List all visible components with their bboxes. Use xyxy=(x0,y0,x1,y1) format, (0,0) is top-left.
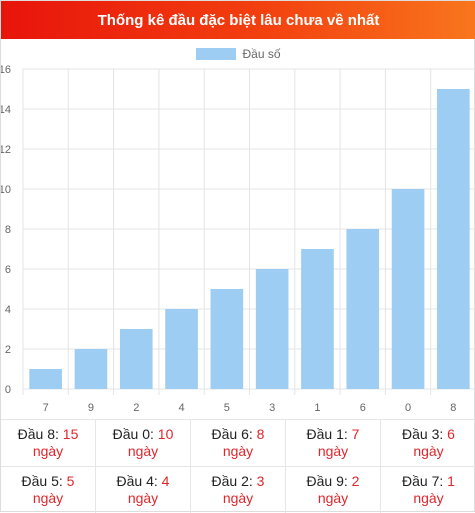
y-tick-label: 2 xyxy=(5,344,11,356)
stat-unit: ngày xyxy=(32,490,64,506)
stat-label: Đầu 1: xyxy=(306,426,348,442)
y-tick-label: 12 xyxy=(1,144,11,156)
stat-unit: ngày xyxy=(413,443,444,459)
bar xyxy=(165,309,198,389)
stat-cell: Đầu 2: 3 ngày xyxy=(191,466,286,513)
stat-label: Đầu 2: xyxy=(211,473,253,489)
stat-label: Đầu 7: xyxy=(402,473,444,489)
stat-cell: Đầu 5: 5 ngày xyxy=(1,466,96,513)
stat-value: 8 xyxy=(256,426,265,442)
x-tick-label: 1 xyxy=(314,402,320,414)
bar xyxy=(437,89,470,389)
x-tick-label: 9 xyxy=(88,402,94,414)
stat-cell: Đầu 9: 2 ngày xyxy=(286,466,381,513)
x-tick-label: 2 xyxy=(133,402,139,414)
bar xyxy=(391,189,425,389)
stat-value: 6 xyxy=(447,426,455,442)
stat-cell: Đầu 7: 1 ngày xyxy=(381,466,475,513)
bar xyxy=(74,349,108,389)
stat-label: Đầu 9: xyxy=(306,473,348,489)
bar xyxy=(210,289,244,389)
stat-label: Đầu 3: xyxy=(402,426,444,442)
bar xyxy=(119,329,153,389)
legend-label: Đầu số xyxy=(242,47,281,61)
stat-value: 1 xyxy=(447,473,455,489)
stat-unit: ngày xyxy=(317,443,349,459)
bar xyxy=(29,369,62,389)
stat-value: 3 xyxy=(256,473,265,489)
stat-unit: ngày xyxy=(413,490,444,506)
stats-grid: Đầu 8: 15 ngày Đầu 0: 10 ngày Đầu 6: 8 n… xyxy=(1,419,475,513)
x-tick-label: 0 xyxy=(405,402,411,414)
stat-cell: Đầu 1: 7 ngày xyxy=(286,419,381,466)
stat-value: 4 xyxy=(161,473,170,489)
x-tick-label: 5 xyxy=(224,402,230,414)
legend-swatch xyxy=(196,48,237,60)
stat-cell: Đầu 4: 4 ngày xyxy=(96,466,191,513)
stat-cell: Đầu 3: 6 ngày xyxy=(381,419,475,466)
stat-label: Đầu 8: xyxy=(17,426,59,442)
stat-unit: ngày xyxy=(32,443,64,459)
bar xyxy=(255,269,289,389)
y-tick-label: 8 xyxy=(5,224,11,236)
stat-unit: ngày xyxy=(127,443,159,459)
stat-unit: ngày xyxy=(222,443,254,459)
stat-unit: ngày xyxy=(127,490,159,506)
stat-value: 2 xyxy=(351,473,360,489)
bar xyxy=(301,249,334,389)
stat-cell: Đầu 6: 8 ngày xyxy=(191,419,286,466)
stat-unit: ngày xyxy=(222,490,254,506)
y-tick-label: 6 xyxy=(5,264,11,276)
x-tick-label: 4 xyxy=(178,402,184,414)
y-tick-label: 0 xyxy=(5,384,11,396)
stat-label: Đầu 4: xyxy=(116,473,158,489)
chart-legend[interactable]: Đầu số xyxy=(1,46,475,62)
stat-value: 15 xyxy=(62,426,79,442)
stat-label: Đầu 6: xyxy=(211,426,253,442)
y-tick-label: 16 xyxy=(1,64,11,76)
y-tick-label: 10 xyxy=(1,184,11,196)
stat-value: 10 xyxy=(157,426,174,442)
stat-value: 5 xyxy=(66,473,75,489)
stat-cell: Đầu 8: 15 ngày xyxy=(1,419,96,466)
y-tick-label: 4 xyxy=(5,304,11,316)
x-tick-label: 6 xyxy=(360,402,366,414)
bar xyxy=(346,229,380,389)
stat-label: Đầu 5: xyxy=(21,473,63,489)
x-tick-label: 8 xyxy=(450,402,456,414)
x-tick-label: 7 xyxy=(43,402,49,414)
x-tick-label: 3 xyxy=(269,402,275,414)
page-title: Thống kê đầu đặc biệt lâu chưa về nhất xyxy=(97,11,380,29)
stat-cell: Đầu 0: 10 ngày xyxy=(96,419,191,466)
y-tick-label: 14 xyxy=(1,104,11,116)
stat-unit: ngày xyxy=(317,490,349,506)
stat-value: 7 xyxy=(351,426,360,442)
chart-header: Thống kê đầu đặc biệt lâu chưa về nhất xyxy=(1,1,475,39)
stat-label: Đầu 0: xyxy=(112,426,154,442)
